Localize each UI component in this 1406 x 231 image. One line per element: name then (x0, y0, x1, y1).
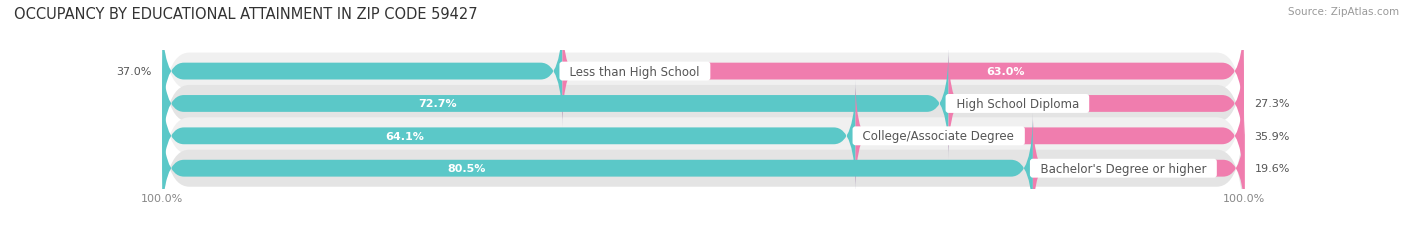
Text: Source: ZipAtlas.com: Source: ZipAtlas.com (1288, 7, 1399, 17)
Text: 80.5%: 80.5% (447, 164, 486, 173)
FancyBboxPatch shape (162, 42, 1244, 166)
FancyBboxPatch shape (1033, 112, 1244, 225)
Text: 37.0%: 37.0% (117, 67, 152, 77)
Text: 63.0%: 63.0% (986, 67, 1025, 77)
FancyBboxPatch shape (562, 16, 1244, 128)
FancyBboxPatch shape (949, 48, 1244, 160)
FancyBboxPatch shape (162, 106, 1244, 231)
Text: College/Associate Degree: College/Associate Degree (855, 130, 1022, 143)
FancyBboxPatch shape (162, 112, 1033, 225)
Text: 35.9%: 35.9% (1254, 131, 1289, 141)
FancyBboxPatch shape (162, 10, 1244, 134)
FancyBboxPatch shape (855, 80, 1244, 192)
FancyBboxPatch shape (162, 16, 562, 128)
Text: 64.1%: 64.1% (385, 131, 425, 141)
Text: 19.6%: 19.6% (1254, 164, 1289, 173)
FancyBboxPatch shape (162, 80, 855, 192)
Text: 72.7%: 72.7% (418, 99, 457, 109)
Text: High School Diploma: High School Diploma (949, 97, 1087, 110)
Text: 27.3%: 27.3% (1254, 99, 1291, 109)
FancyBboxPatch shape (162, 48, 949, 160)
Text: Less than High School: Less than High School (562, 65, 707, 78)
Text: OCCUPANCY BY EDUCATIONAL ATTAINMENT IN ZIP CODE 59427: OCCUPANCY BY EDUCATIONAL ATTAINMENT IN Z… (14, 7, 478, 22)
FancyBboxPatch shape (162, 74, 1244, 198)
Text: Bachelor's Degree or higher: Bachelor's Degree or higher (1033, 162, 1213, 175)
